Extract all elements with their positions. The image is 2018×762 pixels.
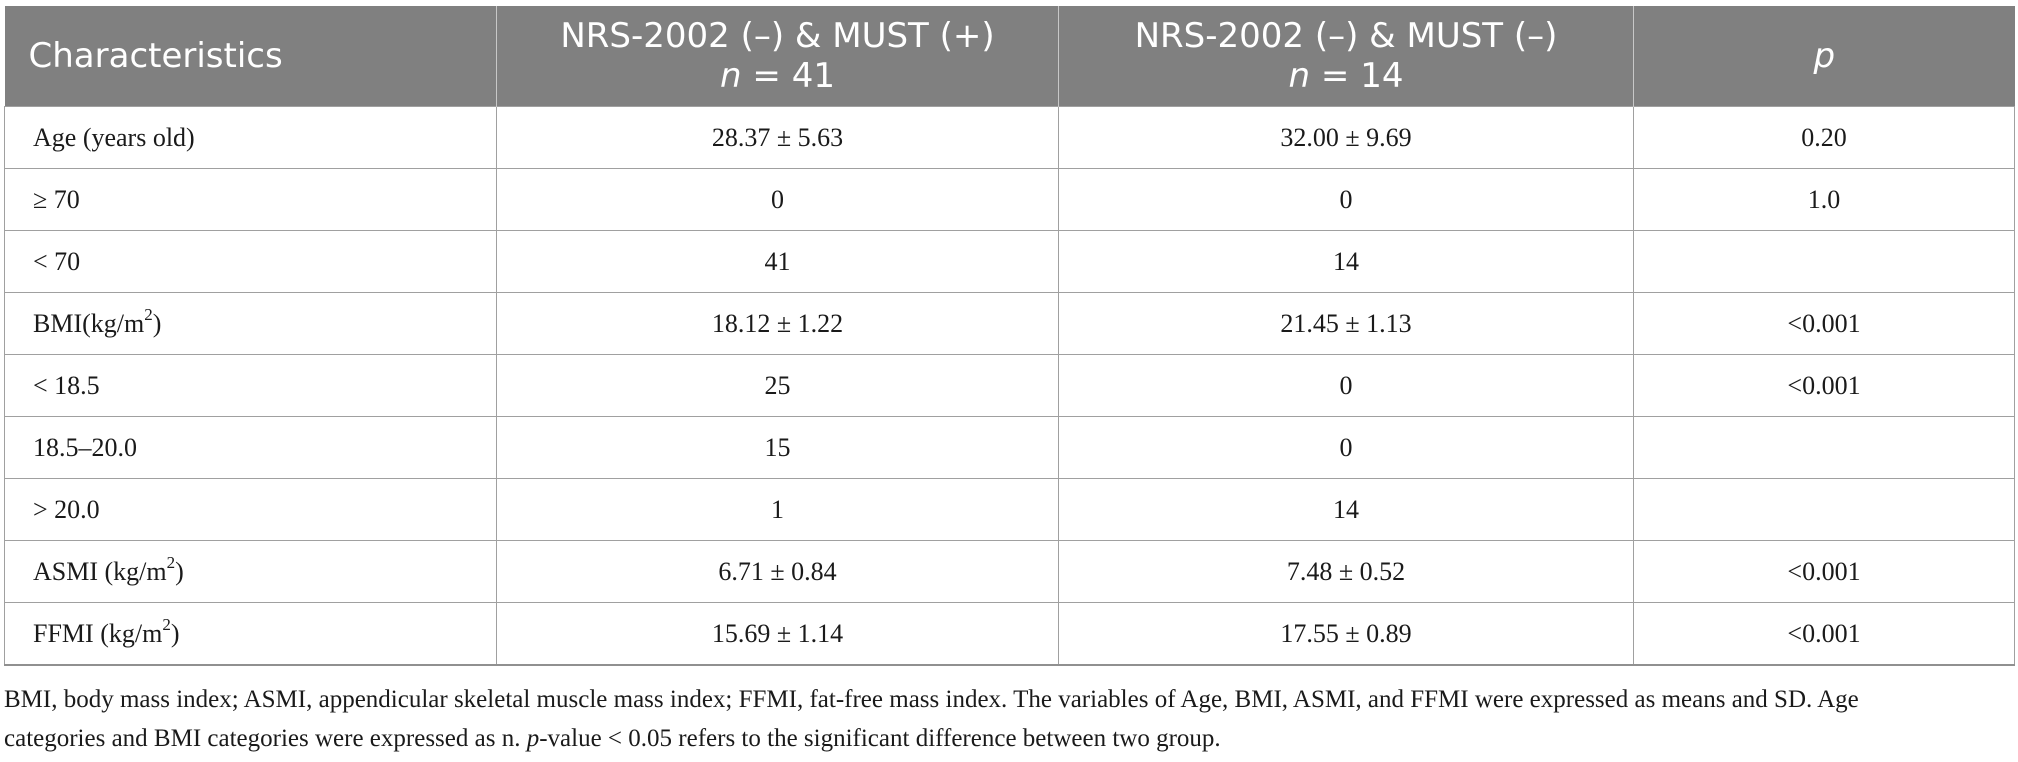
p-value-cell: <0.001	[1633, 540, 2015, 603]
header-row: Characteristics NRS-2002 (–) & MUST (+) …	[4, 6, 2015, 107]
characteristics-table: Characteristics NRS-2002 (–) & MUST (+) …	[4, 6, 2015, 666]
group2-cell: 14	[1058, 230, 1634, 293]
row-label: ≥ 70	[4, 168, 497, 231]
header-group2-name: NRS-2002 (–) & MUST (–)	[1134, 16, 1558, 56]
group1-cell: 25	[496, 354, 1059, 417]
row-label: < 70	[4, 230, 497, 293]
table-row: < 18.5 25 0 <0.001	[4, 354, 2015, 417]
header-group1: NRS-2002 (–) & MUST (+) n = 41	[496, 6, 1059, 107]
group2-cell: 17.55 ± 0.89	[1058, 602, 1634, 666]
group2-cell: 14	[1058, 478, 1634, 541]
table-row: < 70 41 14	[4, 230, 2015, 293]
group2-cell: 0	[1058, 168, 1634, 231]
table-row: 18.5–20.0 15 0	[4, 416, 2015, 479]
group2-cell: 21.45 ± 1.13	[1058, 292, 1634, 355]
header-p-value: p	[1633, 6, 2015, 107]
group1-cell: 6.71 ± 0.84	[496, 540, 1059, 603]
table-row: Age (years old) 28.37 ± 5.63 32.00 ± 9.6…	[4, 106, 2015, 169]
footnote-line-2: categories and BMI categories were expre…	[4, 725, 1221, 752]
header-group1-name: NRS-2002 (–) & MUST (+)	[560, 16, 995, 56]
header-characteristics: Characteristics	[4, 6, 497, 107]
row-label: BMI(kg/m2)	[4, 292, 497, 355]
p-value-cell: <0.001	[1633, 354, 2015, 417]
group1-cell: 0	[496, 168, 1059, 231]
row-label: < 18.5	[4, 354, 497, 417]
table-row: ASMI (kg/m2) 6.71 ± 0.84 7.48 ± 0.52 <0.…	[4, 540, 2015, 603]
p-value-cell: <0.001	[1633, 292, 2015, 355]
table-footnote: BMI, body mass index; ASMI, appendicular…	[4, 680, 2014, 758]
header-group2: NRS-2002 (–) & MUST (–) n = 14	[1058, 6, 1634, 107]
header-group1-n: n = 41	[720, 56, 835, 96]
header-group2-n: n = 14	[1288, 56, 1404, 96]
row-label: Age (years old)	[4, 106, 497, 169]
row-label: ASMI (kg/m2)	[4, 540, 497, 603]
p-value-cell: 1.0	[1633, 168, 2015, 231]
footnote-line-1: BMI, body mass index; ASMI, appendicular…	[4, 686, 1859, 713]
row-label: FFMI (kg/m2)	[4, 602, 497, 666]
table-row: > 20.0 1 14	[4, 478, 2015, 541]
table-container: Characteristics NRS-2002 (–) & MUST (+) …	[4, 6, 2015, 666]
group1-cell: 18.12 ± 1.22	[496, 292, 1059, 355]
group2-cell: 32.00 ± 9.69	[1058, 106, 1634, 169]
group1-cell: 1	[496, 478, 1059, 541]
group2-cell: 7.48 ± 0.52	[1058, 540, 1634, 603]
group1-cell: 15.69 ± 1.14	[496, 602, 1059, 666]
group1-cell: 41	[496, 230, 1059, 293]
row-label: 18.5–20.0	[4, 416, 497, 479]
group1-cell: 15	[496, 416, 1059, 479]
table-row: ≥ 70 0 0 1.0	[4, 168, 2015, 231]
table-row: FFMI (kg/m2) 15.69 ± 1.14 17.55 ± 0.89 <…	[4, 602, 2015, 666]
p-value-cell: 0.20	[1633, 106, 2015, 169]
p-value-cell	[1633, 478, 2015, 541]
p-value-cell	[1633, 416, 2015, 479]
row-label: > 20.0	[4, 478, 497, 541]
group2-cell: 0	[1058, 354, 1634, 417]
p-value-cell: <0.001	[1633, 602, 2015, 666]
table-row: BMI(kg/m2) 18.12 ± 1.22 21.45 ± 1.13 <0.…	[4, 292, 2015, 355]
group2-cell: 0	[1058, 416, 1634, 479]
p-value-cell	[1633, 230, 2015, 293]
group1-cell: 28.37 ± 5.63	[496, 106, 1059, 169]
